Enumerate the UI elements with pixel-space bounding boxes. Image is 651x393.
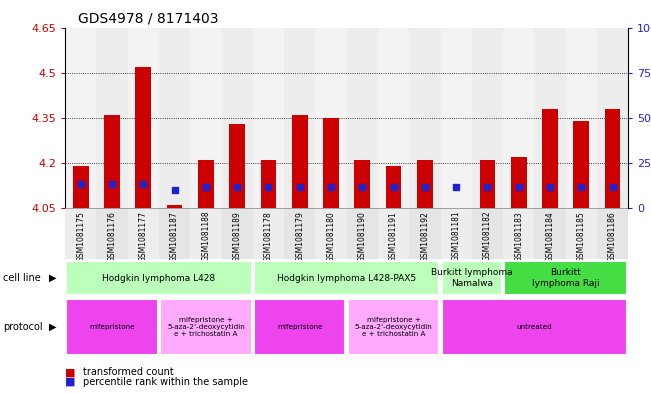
Bar — [566, 28, 597, 208]
Bar — [284, 208, 315, 259]
Bar — [323, 118, 339, 208]
Bar — [441, 208, 472, 259]
Text: untreated: untreated — [516, 324, 552, 330]
Bar — [66, 261, 251, 295]
Text: GDS4978 / 8171403: GDS4978 / 8171403 — [78, 12, 219, 26]
Bar — [409, 208, 441, 259]
Text: Burkitt lymphoma
Namalwa: Burkitt lymphoma Namalwa — [431, 268, 512, 288]
Bar — [254, 299, 346, 355]
Text: ■: ■ — [65, 367, 76, 377]
Text: Burkitt
lymphoma Raji: Burkitt lymphoma Raji — [532, 268, 600, 288]
Bar — [159, 28, 190, 208]
Bar — [190, 208, 221, 259]
Bar — [221, 28, 253, 208]
Bar — [534, 28, 566, 208]
Bar — [378, 208, 409, 259]
Text: GSM1081191: GSM1081191 — [389, 211, 398, 262]
Text: ▶: ▶ — [49, 322, 57, 332]
Bar — [441, 28, 472, 208]
Bar — [292, 115, 307, 208]
Bar — [534, 208, 566, 259]
Bar — [159, 208, 190, 259]
Bar — [315, 28, 347, 208]
Text: mifepristone +
5-aza-2'-deoxycytidin
e + trichostatin A: mifepristone + 5-aza-2'-deoxycytidin e +… — [167, 317, 245, 337]
Text: GSM1081183: GSM1081183 — [514, 211, 523, 262]
Text: GSM1081185: GSM1081185 — [577, 211, 586, 262]
Bar — [347, 208, 378, 259]
Text: ▶: ▶ — [49, 273, 57, 283]
Bar — [96, 208, 128, 259]
Bar — [417, 160, 433, 208]
Text: GSM1081178: GSM1081178 — [264, 211, 273, 262]
Bar — [605, 109, 620, 208]
Bar — [503, 28, 534, 208]
Bar — [348, 299, 439, 355]
Text: GSM1081175: GSM1081175 — [76, 211, 85, 262]
Text: GSM1081189: GSM1081189 — [232, 211, 242, 262]
Bar — [472, 208, 503, 259]
Text: GSM1081180: GSM1081180 — [327, 211, 335, 262]
Bar — [378, 28, 409, 208]
Bar — [73, 166, 89, 208]
Bar — [574, 121, 589, 208]
Bar — [284, 28, 315, 208]
Bar — [355, 160, 370, 208]
Text: GSM1081182: GSM1081182 — [483, 211, 492, 261]
Text: GSM1081187: GSM1081187 — [170, 211, 179, 262]
Text: Hodgkin lymphoma L428-PAX5: Hodgkin lymphoma L428-PAX5 — [277, 274, 416, 283]
Text: GSM1081177: GSM1081177 — [139, 211, 148, 262]
Bar — [253, 208, 284, 259]
Bar — [472, 28, 503, 208]
Bar — [66, 299, 158, 355]
Text: GSM1081181: GSM1081181 — [452, 211, 461, 261]
Text: GSM1081186: GSM1081186 — [608, 211, 617, 262]
Bar — [505, 261, 627, 295]
Text: transformed count: transformed count — [83, 367, 173, 377]
Text: mifepristone: mifepristone — [277, 324, 322, 330]
Bar — [128, 208, 159, 259]
Text: GSM1081184: GSM1081184 — [546, 211, 555, 262]
Bar — [542, 109, 558, 208]
Text: GSM1081176: GSM1081176 — [107, 211, 117, 262]
Bar — [480, 160, 495, 208]
Bar — [386, 166, 402, 208]
Text: GSM1081190: GSM1081190 — [358, 211, 367, 262]
Bar — [597, 208, 628, 259]
Text: Hodgkin lymphoma L428: Hodgkin lymphoma L428 — [102, 274, 215, 283]
Bar — [128, 28, 159, 208]
Bar — [104, 115, 120, 208]
Bar — [260, 160, 276, 208]
Bar — [96, 28, 128, 208]
Bar — [160, 299, 251, 355]
Bar — [409, 28, 441, 208]
Text: mifepristone +
5-aza-2'-deoxycytidin
e + trichostatin A: mifepristone + 5-aza-2'-deoxycytidin e +… — [355, 317, 432, 337]
Bar — [442, 299, 627, 355]
Text: ■: ■ — [65, 377, 76, 387]
Text: mifepristone: mifepristone — [89, 324, 135, 330]
Bar — [566, 208, 597, 259]
Text: cell line: cell line — [3, 273, 41, 283]
Text: percentile rank within the sample: percentile rank within the sample — [83, 377, 247, 387]
Bar — [347, 28, 378, 208]
Bar — [254, 261, 439, 295]
Bar — [442, 261, 502, 295]
Bar — [167, 205, 182, 208]
Bar — [65, 208, 96, 259]
Bar — [597, 28, 628, 208]
Text: GSM1081188: GSM1081188 — [201, 211, 210, 261]
Bar — [221, 208, 253, 259]
Text: GSM1081179: GSM1081179 — [296, 211, 304, 262]
Bar — [253, 28, 284, 208]
Bar — [65, 28, 96, 208]
Bar — [135, 67, 151, 208]
Bar — [503, 208, 534, 259]
Bar — [229, 124, 245, 208]
Bar — [511, 157, 527, 208]
Bar — [198, 160, 214, 208]
Bar — [315, 208, 347, 259]
Text: protocol: protocol — [3, 322, 43, 332]
Text: GSM1081192: GSM1081192 — [421, 211, 430, 262]
Bar — [190, 28, 221, 208]
